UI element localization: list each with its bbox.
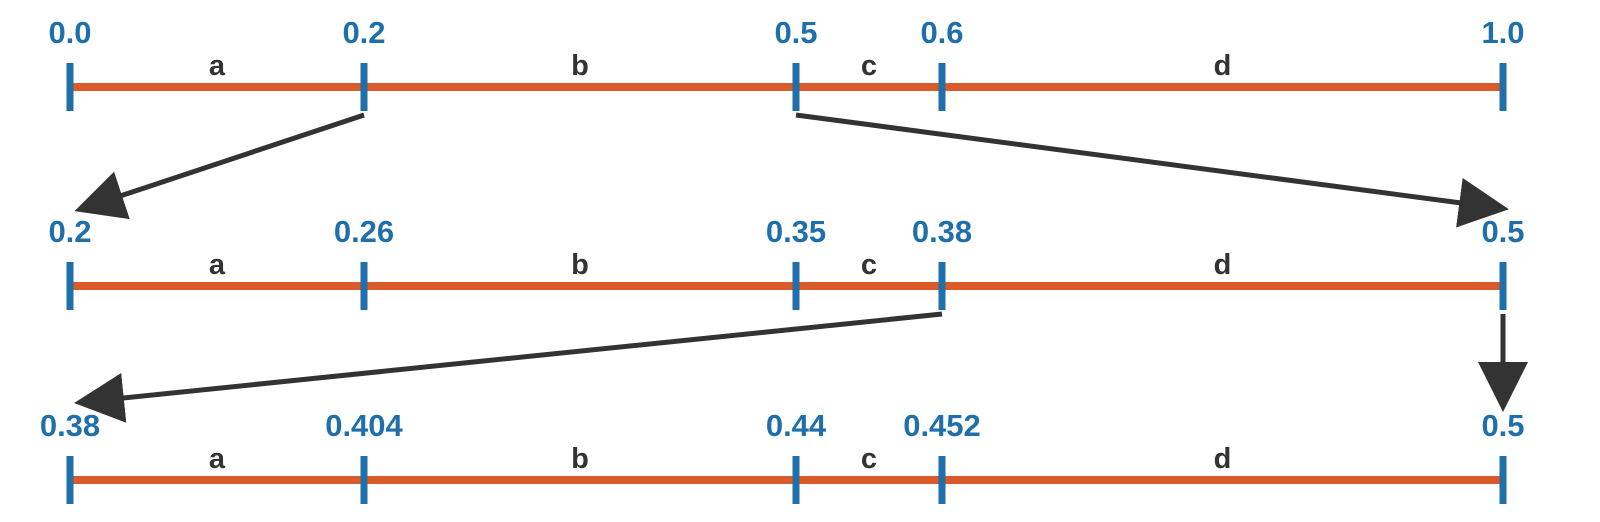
tick-label: 0.2 <box>48 214 91 249</box>
tick-label: 0.404 <box>325 408 403 443</box>
interval-row-1: 0.0 0.2 0.5 0.6 1.0 a b c d <box>48 15 1525 111</box>
mapping-arrow <box>74 112 365 220</box>
tick-label: 0.35 <box>766 214 826 249</box>
interval-row-3: 0.38 0.404 0.44 0.452 0.5 a b c d <box>40 408 1525 504</box>
interval-row-2: 0.2 0.26 0.35 0.38 0.5 a b c d <box>48 214 1525 310</box>
segment-label: a <box>209 249 226 281</box>
tick-label: 0.44 <box>766 408 827 443</box>
segment-label: a <box>209 443 226 475</box>
segment-label: d <box>1214 50 1232 82</box>
segment-label: c <box>861 249 877 281</box>
tick-label: 0.2 <box>342 15 385 50</box>
mapping-arrow <box>74 311 943 423</box>
segment-label: b <box>571 249 589 281</box>
mapping-arrow <box>795 112 1509 228</box>
arrows-layer <box>74 112 1528 423</box>
tick-label: 0.5 <box>1481 408 1524 443</box>
tick-label: 0.5 <box>774 15 817 50</box>
segment-label: b <box>571 50 589 82</box>
tick-label: 0.38 <box>912 214 972 249</box>
segment-label: c <box>861 50 877 82</box>
segment-label: b <box>571 443 589 475</box>
segment-label: d <box>1214 443 1232 475</box>
tick-label: 0.5 <box>1481 214 1524 249</box>
tick-label: 0.6 <box>920 15 963 50</box>
segment-label: a <box>209 50 226 82</box>
segment-label: c <box>861 443 877 475</box>
rows-layer: 0.0 0.2 0.5 0.6 1.0 a b c d 0.2 0.26 0.35 0.38 0.5 a b c… <box>40 15 1525 504</box>
tick-label: 0.38 <box>40 408 100 443</box>
segment-label: d <box>1214 249 1232 281</box>
tick-label: 0.0 <box>48 15 91 50</box>
tick-label: 0.452 <box>903 408 981 443</box>
tick-label: 1.0 <box>1481 15 1524 50</box>
tick-label: 0.26 <box>334 214 394 249</box>
